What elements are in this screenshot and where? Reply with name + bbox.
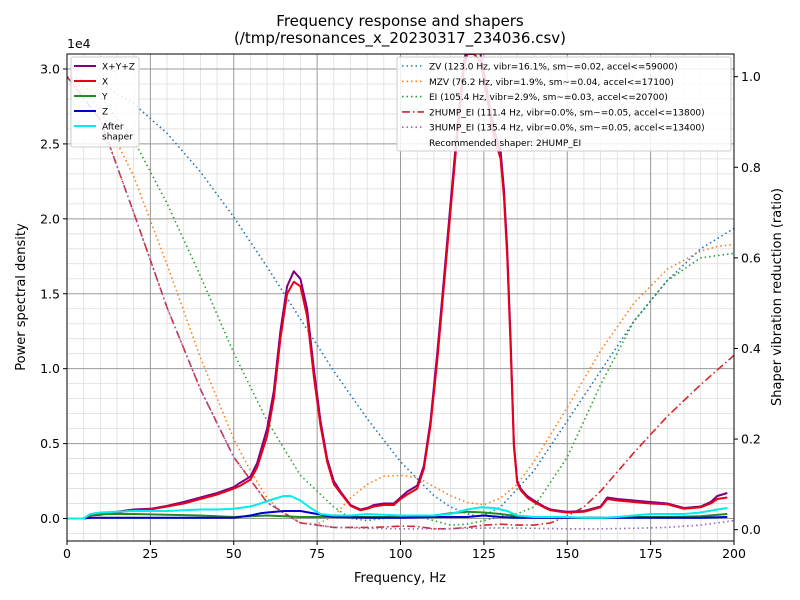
- y-tick-label: 1.5: [40, 286, 60, 301]
- y2-tick-label: 0.0: [741, 522, 761, 537]
- y2-tick-label: 0.6: [741, 250, 761, 265]
- legend-psd-label: Y: [101, 93, 108, 103]
- grid: [66, 54, 735, 541]
- y2-axis-label: Shaper vibration reduction (ratio): [770, 188, 785, 406]
- x-tick-label: 75: [309, 546, 325, 561]
- y-tick-label: 2.5: [40, 136, 60, 151]
- legend-shaper-label: MZV (76.2 Hz, vibr=1.9%, sm~=0.04, accel…: [429, 78, 674, 88]
- y-tick-label: 0.0: [40, 511, 60, 526]
- legend-psd-label: After: [102, 123, 124, 133]
- legend-shaper-label: 2HUMP_EI (111.4 Hz, vibr=0.0%, sm~=0.05,…: [429, 108, 705, 118]
- y-tick-label: 0.5: [40, 436, 60, 451]
- legend-recommended: Recommended shaper: 2HUMP_EI: [429, 139, 581, 149]
- y-tick-label: 1.0: [40, 361, 60, 376]
- chart-subtitle: (/tmp/resonances_x_20230317_234036.csv): [234, 29, 566, 48]
- series-layer: [67, 54, 734, 530]
- x-tick-label: 175: [639, 546, 663, 561]
- legend-shaper-label: 3HUMP_EI (135.4 Hz, vibr=0.0%, sm~=0.05,…: [429, 124, 705, 134]
- ticks: 0 25 50 75 100 125 150 175 200 0.0 0.5 1.0 1.5 2.0 2.5…: [40, 61, 761, 561]
- x-tick-label: 200: [722, 546, 746, 561]
- legend-psd-box: [70, 56, 140, 148]
- legend-psd-label: Z: [102, 108, 108, 118]
- x-tick-label: 50: [226, 546, 242, 561]
- legend-shapers-box: [396, 56, 732, 152]
- y-tick-label: 2.0: [40, 211, 60, 226]
- legend-shapers: ZV (123.0 Hz, vibr=16.1%, sm~=0.02, acce…: [396, 56, 732, 152]
- x-tick-label: 0: [63, 546, 71, 561]
- legend-shaper-label: ZV (123.0 Hz, vibr=16.1%, sm~=0.02, acce…: [429, 63, 678, 73]
- psd-line-x: [67, 54, 728, 520]
- x-axis-label: Frequency, Hz: [354, 571, 446, 586]
- y2-tick-label: 0.8: [741, 160, 761, 175]
- x-tick-label: 150: [555, 546, 579, 561]
- x-tick-label: 25: [142, 546, 158, 561]
- legend-psd-label: X+Y+Z: [102, 63, 135, 73]
- legend-shaper-label: EI (105.4 Hz, vibr=2.9%, sm~=0.03, accel…: [429, 93, 668, 103]
- legend-psd-label: shaper: [102, 133, 133, 143]
- shaper-line-3hump-ei: [67, 76, 734, 530]
- psd-line-after: [67, 495, 728, 520]
- chart-title: Frequency response and shapers: [276, 12, 524, 30]
- y-offset-label: 1e4: [67, 36, 91, 51]
- y-axis-label: Power spectral density: [14, 223, 29, 371]
- y2-tick-label: 0.2: [741, 432, 761, 447]
- y2-tick-label: 0.4: [741, 341, 761, 356]
- y-tick-label: 3.0: [40, 61, 60, 76]
- x-tick-label: 100: [389, 546, 413, 561]
- x-tick-label: 125: [472, 546, 496, 561]
- legend-psd-label: X: [102, 78, 108, 88]
- y2-tick-label: 1.0: [741, 69, 761, 84]
